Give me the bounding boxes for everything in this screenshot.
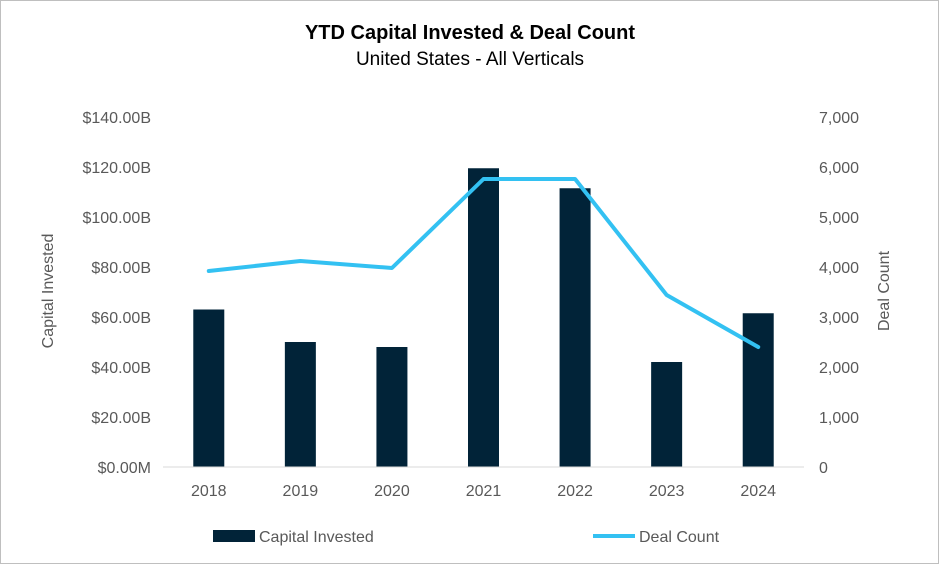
x-tick-label-2018: 2018 bbox=[191, 483, 227, 500]
right-tick-label-4: 4,000 bbox=[819, 260, 859, 277]
right-tick-label-2: 2,000 bbox=[819, 360, 859, 377]
chart-title: YTD Capital Invested & Deal Count bbox=[305, 22, 635, 44]
bar-2024 bbox=[742, 313, 774, 467]
right-tick-label-0: 0 bbox=[819, 460, 828, 477]
chart-subtitle: United States - All Verticals bbox=[356, 49, 584, 70]
right-tick-label-1: 1,000 bbox=[819, 410, 859, 427]
x-axis-ticks: 2018 2019 2020 2021 2022 2023 2024 bbox=[191, 483, 776, 500]
left-tick-label-7: $140.00B bbox=[82, 110, 151, 127]
legend-label-deals: Deal Count bbox=[639, 529, 720, 546]
right-tick-label-7: 7,000 bbox=[819, 110, 859, 127]
x-tick-label-2020: 2020 bbox=[374, 483, 410, 500]
x-tick-label-2019: 2019 bbox=[283, 483, 319, 500]
left-tick-label-3: $60.00B bbox=[91, 310, 151, 327]
x-tick-label-2021: 2021 bbox=[466, 483, 502, 500]
legend: Capital Invested Deal Count bbox=[213, 529, 720, 546]
right-tick-label-3: 3,000 bbox=[819, 310, 859, 327]
bar-2019 bbox=[284, 342, 316, 467]
right-axis-ticks: 0 1,000 2,000 3,000 4,000 5,000 6,000 7,000 bbox=[819, 110, 859, 477]
left-axis-title: Capital Invested bbox=[40, 234, 57, 349]
bar-series bbox=[193, 168, 774, 467]
right-axis-title: Deal Count bbox=[876, 250, 893, 331]
bar-2020 bbox=[376, 347, 408, 467]
left-tick-label-4: $80.00B bbox=[91, 260, 151, 277]
deal-count-line bbox=[206, 177, 761, 349]
left-tick-label-0: $0.00M bbox=[98, 460, 151, 477]
left-tick-label-1: $20.00B bbox=[91, 410, 151, 427]
legend-label-capital: Capital Invested bbox=[259, 529, 374, 546]
x-tick-label-2023: 2023 bbox=[649, 483, 685, 500]
x-tick-label-2022: 2022 bbox=[557, 483, 593, 500]
bar-2022 bbox=[559, 188, 591, 467]
left-tick-label-2: $40.00B bbox=[91, 360, 151, 377]
bar-2018 bbox=[193, 309, 225, 467]
right-tick-label-5: 5,000 bbox=[819, 210, 859, 227]
legend-swatch-capital bbox=[213, 530, 255, 542]
left-tick-label-6: $120.00B bbox=[82, 160, 151, 177]
x-tick-label-2024: 2024 bbox=[740, 483, 776, 500]
left-tick-label-5: $100.00B bbox=[82, 210, 151, 227]
bar-2023 bbox=[651, 362, 683, 467]
bar-2021 bbox=[468, 168, 499, 467]
left-axis-ticks: $0.00M $20.00B $40.00B $60.00B $80.00B $100.0… bbox=[82, 110, 151, 477]
right-tick-label-6: 6,000 bbox=[819, 160, 859, 177]
